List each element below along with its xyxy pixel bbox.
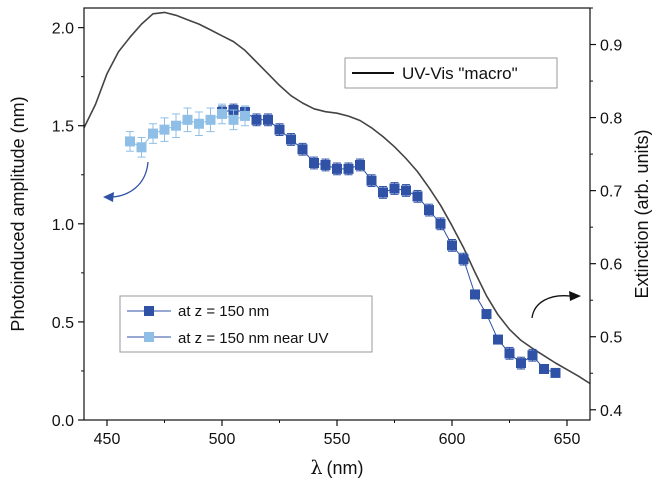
y-left-tick-label: 0.0	[52, 413, 74, 430]
data-point	[458, 254, 469, 265]
legend-label-1: at z = 150 nm	[178, 303, 269, 320]
x-axis-title: λ (nm)	[310, 457, 363, 479]
y-right-tick-label: 0.4	[600, 403, 622, 420]
legend-swatch-marker-1	[144, 306, 154, 316]
y-left-tick-label: 0.5	[52, 315, 74, 332]
x-tick-label: 450	[94, 431, 121, 448]
data-point	[240, 110, 250, 121]
x-axis-title-unit: (nm)	[327, 458, 364, 478]
data-point	[171, 120, 181, 131]
data-point	[286, 134, 296, 145]
data-point	[389, 183, 400, 194]
uvvis-line	[83, 11, 591, 385]
data-point	[136, 142, 147, 153]
data-point	[527, 350, 538, 361]
annotation-arrow-right	[531, 291, 581, 319]
data-point	[125, 136, 135, 147]
y-right-tick-label: 0.9	[600, 38, 622, 55]
y-right-tick-label: 0.7	[600, 184, 622, 201]
data-point	[320, 159, 331, 170]
data-point	[401, 185, 411, 196]
data-point	[447, 240, 457, 251]
data-point	[412, 191, 423, 202]
data-point	[424, 205, 434, 216]
x-axis-title-symbol: λ	[310, 457, 322, 479]
data-point	[159, 124, 170, 135]
y-right-tick-label: 0.5	[600, 330, 622, 347]
data-point	[470, 289, 480, 300]
data-point	[228, 114, 239, 125]
data-point	[504, 348, 515, 359]
series-uvvis-macro	[83, 11, 591, 385]
data-point	[148, 128, 158, 139]
y-right-tick-label: 0.6	[600, 257, 622, 274]
data-point	[205, 114, 216, 125]
data-point	[274, 124, 285, 135]
data-point	[332, 163, 342, 174]
y-left-tick-label: 2.0	[52, 21, 74, 38]
data-point	[539, 363, 549, 374]
data-point	[194, 118, 204, 129]
data-point	[343, 163, 354, 174]
data-point	[435, 218, 446, 229]
y-left-tick-label: 1.5	[52, 119, 74, 136]
legend-swatch-marker-2	[144, 332, 154, 342]
data-point	[493, 334, 503, 345]
data-point	[263, 114, 273, 125]
y-left-tick-label: 1.0	[52, 217, 74, 234]
x-tick-label: 650	[554, 431, 581, 448]
data-point	[550, 367, 561, 378]
legend-measurements-box	[119, 295, 373, 353]
y-right-tick-label: 0.8	[600, 111, 622, 128]
y-axis-right-title: Extinction (arb. units)	[632, 129, 652, 298]
data-point	[297, 144, 308, 155]
data-point	[251, 114, 262, 125]
y-axis-left-title: Photoinduced amplitude (nm)	[8, 96, 28, 331]
data-point	[217, 108, 227, 119]
legend-uvvis-label: UV-Vis "macro"	[402, 64, 518, 83]
data-point	[309, 157, 319, 168]
data-point	[378, 187, 388, 198]
legend-uvvis: UV-Vis "macro"	[344, 57, 558, 89]
series-at-z-150nm-near-uv	[125, 103, 250, 158]
legend-measurements: at z = 150 nm at z = 150 nm near UV	[119, 295, 373, 353]
axes: 450 500 550 600 650 0.0 0.5 1.0 1.5 2.0 0.4 0.5 0.6 0…	[52, 7, 622, 448]
x-tick-label: 500	[209, 431, 236, 448]
data-point	[366, 175, 377, 186]
x-tick-label: 600	[439, 431, 466, 448]
data-point	[355, 159, 365, 170]
x-tick-label: 550	[324, 431, 351, 448]
legend-label-2: at z = 150 nm near UV	[178, 330, 329, 347]
annotation-arrow-left	[103, 161, 149, 202]
data-point	[481, 309, 492, 320]
data-point	[516, 358, 526, 369]
data-point	[182, 114, 193, 125]
